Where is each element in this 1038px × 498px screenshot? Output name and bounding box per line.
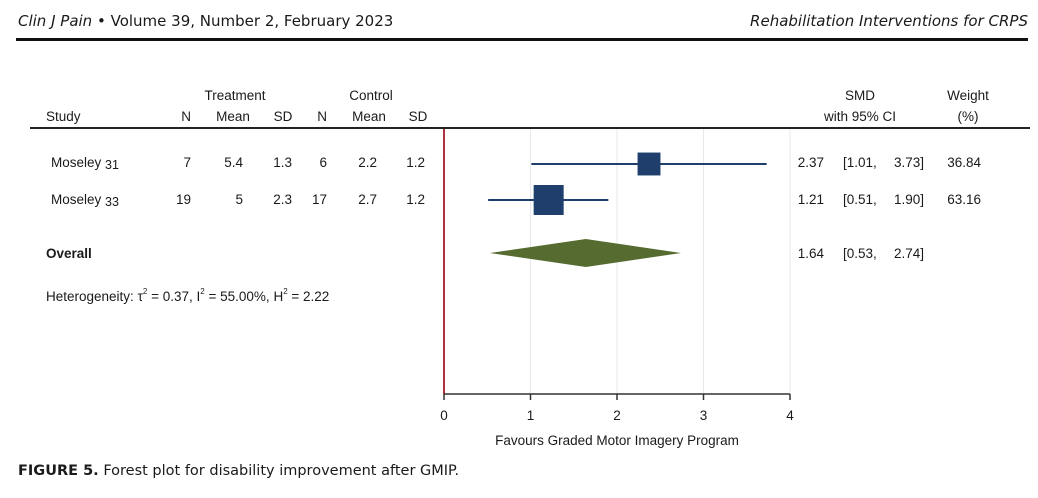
ci-low: [0.51, [843, 192, 877, 207]
header-t-mean: Mean [216, 109, 250, 124]
c-sd: 1.2 [406, 155, 425, 170]
weight-value: 63.16 [947, 192, 981, 207]
journal-name: Clin J Pain [18, 12, 93, 30]
header-weight-pct: (%) [958, 109, 979, 124]
header-t-sd: SD [274, 109, 293, 124]
header-weight: Weight [947, 88, 989, 103]
x-tick-label: 2 [613, 408, 621, 423]
x-tick-label: 1 [527, 408, 535, 423]
t-n: 7 [183, 155, 191, 170]
overall-diamond [489, 239, 682, 267]
study-marker [637, 152, 661, 176]
c-mean: 2.7 [358, 192, 377, 207]
running-head-left: Clin J Pain • Volume 39, Number 2, Febru… [18, 12, 393, 30]
header-control: Control [349, 88, 393, 103]
header-c-sd: SD [409, 109, 428, 124]
study-marker [533, 185, 564, 215]
overall-smd: 1.64 [798, 246, 825, 261]
header-treatment: Treatment [204, 88, 265, 103]
study-row-2: Moseley 33 19 5 2.3 17 2.7 1.2 1.21 [0.5… [51, 192, 981, 209]
t-mean: 5 [235, 192, 243, 207]
study-name: Moseley 33 [51, 192, 119, 209]
figure-caption: FIGURE 5. Forest plot for disability imp… [18, 463, 459, 479]
c-n: 17 [312, 192, 327, 207]
ci-high: 1.90] [894, 192, 924, 207]
caption-text: Forest plot for disability improvement a… [103, 463, 460, 479]
x-tick-label: 4 [786, 408, 794, 423]
t-sd: 2.3 [273, 192, 292, 207]
study-name: Moseley 31 [51, 155, 119, 172]
overall-ci-high: 2.74] [894, 246, 924, 261]
running-head-section: Rehabilitation Interventions for CRPS [750, 12, 1028, 30]
header-smd-ci: with 95% CI [823, 109, 896, 124]
smd-value: 1.21 [798, 192, 824, 207]
issue-info: Volume 39, Number 2, February 2023 [110, 12, 394, 30]
header-rule [16, 38, 1028, 41]
overall-ci-low: [0.53, [843, 246, 877, 261]
study-row-1: Moseley 31 7 5.4 1.3 6 2.2 1.2 2.37 [1.0… [51, 155, 981, 172]
caption-label: FIGURE 5. [18, 463, 99, 479]
study-marks [488, 152, 767, 267]
header-study: Study [46, 109, 81, 124]
gridlines [530, 129, 791, 394]
x-axis: 0 1 2 3 4 [440, 393, 794, 423]
c-mean: 2.2 [358, 155, 377, 170]
overall-label: Overall [46, 246, 92, 261]
c-sd: 1.2 [406, 192, 425, 207]
header-t-n: N [181, 109, 191, 124]
x-axis-label: Favours Graded Motor Imagery Program [495, 433, 739, 448]
heterogeneity-stats: Heterogeneity: τ2 = 0.37, I2 = 55.00%, H… [46, 287, 329, 304]
ci-low: [1.01, [843, 155, 877, 170]
smd-value: 2.37 [798, 155, 824, 170]
overall-row: Overall 1.64 [0.53, 2.74] [46, 246, 924, 261]
weight-value: 36.84 [947, 155, 981, 170]
t-mean: 5.4 [224, 155, 243, 170]
c-n: 6 [319, 155, 327, 170]
header-smd: SMD [845, 88, 875, 103]
t-sd: 1.3 [273, 155, 292, 170]
x-tick-label: 0 [440, 408, 448, 423]
header-c-n: N [317, 109, 327, 124]
header-c-mean: Mean [352, 109, 386, 124]
x-tick-label: 3 [700, 408, 708, 423]
ci-high: 3.73] [894, 155, 924, 170]
bullet: • [96, 12, 106, 30]
t-n: 19 [176, 192, 191, 207]
